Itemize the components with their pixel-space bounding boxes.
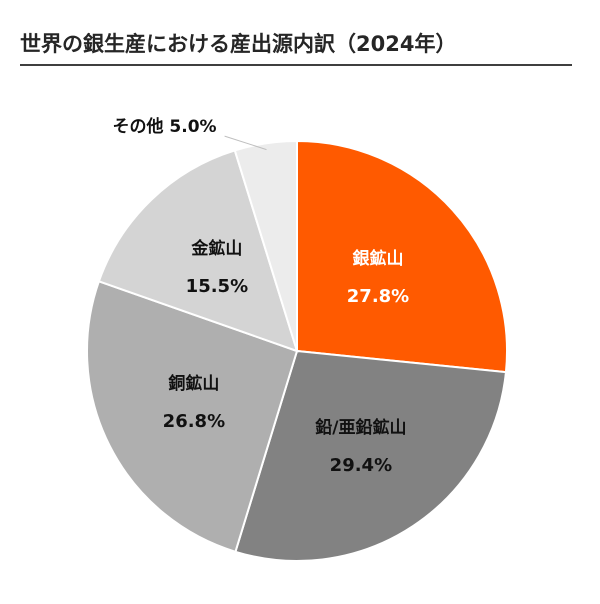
pie-slice-copper-mine [86,280,299,554]
pie-slice-lead-zinc-mine [234,349,508,562]
chart-title: 世界の銀生産における産出源内訳（2024年） [20,32,457,56]
pie-slice-gold-mine [97,149,299,353]
slice-name-gold-mine: 金鉱山 [190,238,242,259]
slice-value-copper-mine: 26.8% [163,411,225,432]
slice-value-silver-mine: 27.8% [347,286,409,307]
slice-name-copper-mine: 銅鉱山 [168,373,219,394]
pie-slice-other [233,139,298,352]
title-underline [20,64,572,66]
slice-value-lead-zinc-mine: 29.4% [330,455,392,476]
slice-name-silver-mine: 銀鉱山 [353,248,404,269]
slice-name-lead-zinc-mine: 鉛/亜鉛鉱山 [315,417,406,438]
slice-value-gold-mine: 15.5% [186,276,248,297]
leader-line-other [224,135,267,151]
slice-label-other: その他 5.0% [113,116,217,137]
pie-slice-silver-mine [296,139,508,374]
